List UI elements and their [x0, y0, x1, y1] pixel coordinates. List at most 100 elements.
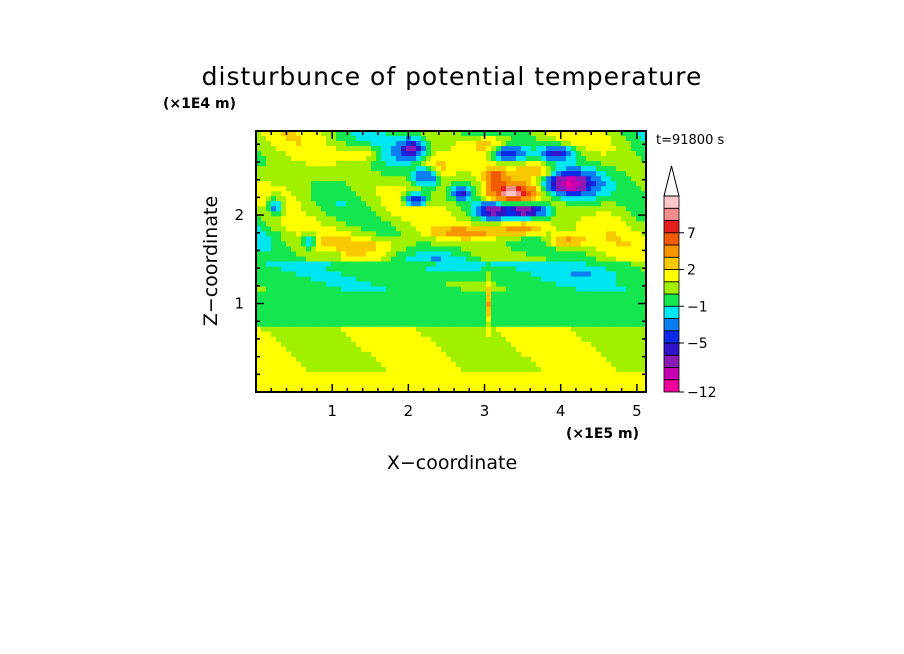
field-cell — [421, 146, 427, 152]
field-cell — [426, 381, 432, 388]
field-cell — [506, 246, 512, 253]
field-cell — [546, 231, 552, 237]
field-cell — [481, 176, 487, 182]
field-cell — [276, 336, 282, 343]
field-cell — [291, 286, 297, 293]
field-cell — [476, 371, 482, 378]
field-cell — [526, 351, 532, 358]
field-cell — [361, 366, 367, 373]
field-cell — [306, 266, 312, 273]
field-cell — [411, 166, 417, 172]
field-cell — [376, 341, 382, 348]
field-cell — [266, 326, 272, 333]
field-cell — [296, 306, 302, 313]
field-cell — [256, 291, 262, 298]
field-cell — [276, 256, 282, 263]
field-cell — [376, 161, 382, 167]
field-cell — [541, 186, 547, 192]
field-cell — [376, 216, 382, 222]
field-cell — [426, 141, 432, 147]
field-cell — [441, 286, 447, 293]
field-cell — [376, 136, 382, 142]
field-cell — [396, 346, 402, 353]
field-cell — [496, 261, 502, 268]
field-cell — [501, 306, 507, 313]
field-cell — [336, 296, 342, 303]
field-cell — [606, 301, 612, 308]
field-cell — [376, 326, 382, 333]
field-cell — [506, 356, 512, 363]
field-cell — [511, 226, 517, 232]
field-cell — [576, 376, 582, 383]
field-cell — [541, 291, 547, 298]
field-cell — [461, 301, 467, 308]
field-cell — [346, 306, 352, 313]
field-cell — [421, 246, 427, 253]
field-cell — [386, 201, 392, 207]
field-cell — [296, 351, 302, 358]
field-cell — [416, 386, 422, 392]
field-cell — [491, 161, 497, 167]
field-cell — [631, 286, 637, 293]
colorbar-swatch — [663, 207, 680, 221]
field-cell — [336, 166, 342, 172]
field-cell — [546, 151, 552, 157]
field-cell — [416, 236, 422, 243]
field-cell — [591, 156, 597, 162]
field-cell — [386, 316, 392, 323]
field-cell — [331, 306, 337, 313]
field-cell — [351, 136, 357, 142]
field-cell — [426, 346, 432, 353]
field-cell — [476, 376, 482, 383]
field-cell — [486, 156, 492, 162]
field-cell — [561, 211, 567, 217]
field-cell — [466, 336, 472, 343]
field-cell — [431, 351, 437, 358]
field-cell — [421, 196, 427, 202]
field-cell — [636, 186, 642, 192]
field-cell — [286, 261, 292, 268]
field-cell — [406, 191, 412, 197]
field-cell — [501, 261, 507, 268]
field-cell — [476, 161, 482, 167]
field-cell — [381, 141, 387, 147]
field-cell — [321, 176, 327, 182]
field-cell — [501, 361, 507, 368]
field-cell — [606, 361, 612, 368]
field-cell — [501, 311, 507, 318]
field-cell — [606, 286, 612, 293]
colorbar-swatch — [663, 256, 680, 270]
field-cell — [486, 201, 492, 207]
field-cell — [581, 266, 587, 273]
field-cell — [536, 336, 542, 343]
field-cell — [286, 326, 292, 333]
field-cell — [356, 301, 362, 308]
field-cell — [266, 146, 272, 152]
field-cell — [366, 246, 372, 253]
field-cell — [566, 186, 572, 192]
field-cell — [366, 291, 372, 298]
field-cell — [386, 386, 392, 392]
field-cell — [356, 261, 362, 268]
field-cell — [481, 301, 487, 308]
field-cell — [366, 271, 372, 278]
field-cell — [421, 191, 427, 197]
field-cell — [401, 386, 407, 392]
field-cell — [296, 211, 302, 217]
field-cell — [356, 321, 362, 328]
field-cell — [276, 351, 282, 358]
field-cell — [526, 171, 532, 177]
field-cell — [276, 136, 282, 142]
field-cell — [536, 306, 542, 313]
field-cell — [276, 161, 282, 167]
field-cell — [266, 196, 272, 202]
field-cell — [386, 346, 392, 353]
field-cell — [316, 311, 322, 318]
field-cell — [276, 211, 282, 217]
field-cell — [336, 201, 342, 207]
field-cell — [566, 376, 572, 383]
field-cell — [391, 141, 397, 147]
field-cell — [356, 231, 362, 237]
field-cell — [306, 351, 312, 358]
field-cell — [436, 296, 442, 303]
